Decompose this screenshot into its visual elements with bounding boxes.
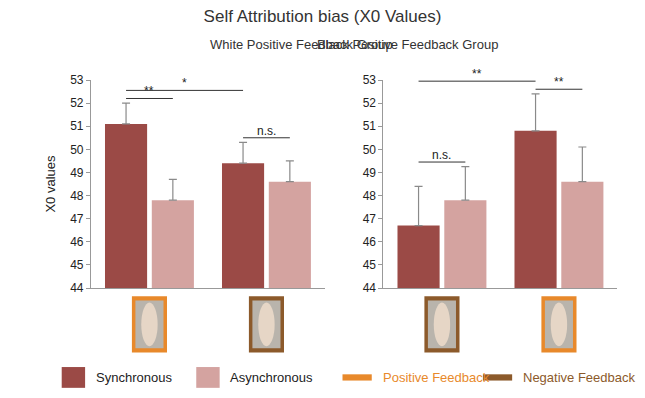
svg-text:45: 45 <box>363 258 377 272</box>
svg-text:48: 48 <box>363 189 377 203</box>
svg-text:Asynchronous: Asynchronous <box>230 370 313 385</box>
svg-text:**: ** <box>144 84 154 98</box>
svg-text:Negative Feedback: Negative Feedback <box>523 370 636 385</box>
svg-text:44: 44 <box>70 281 84 295</box>
svg-text:49: 49 <box>70 166 84 180</box>
svg-text:Positive Feedback: Positive Feedback <box>383 370 490 385</box>
svg-text:47: 47 <box>363 212 377 226</box>
svg-text:46: 46 <box>70 235 84 249</box>
svg-text:*: * <box>182 76 187 90</box>
svg-text:**: ** <box>472 67 482 81</box>
svg-text:51: 51 <box>363 119 377 133</box>
svg-text:Black Positive Feedback Group: Black Positive Feedback Group <box>317 37 498 52</box>
svg-text:52: 52 <box>363 96 377 110</box>
svg-text:53: 53 <box>363 73 377 87</box>
svg-text:50: 50 <box>363 143 377 157</box>
svg-text:52: 52 <box>70 96 84 110</box>
svg-text:46: 46 <box>363 235 377 249</box>
svg-text:51: 51 <box>70 119 84 133</box>
svg-text:White Positive Feedback Group: White Positive Feedback Group <box>210 37 393 52</box>
svg-text:X0 values: X0 values <box>43 155 58 213</box>
svg-text:45: 45 <box>70 258 84 272</box>
svg-text:49: 49 <box>363 166 377 180</box>
svg-text:44: 44 <box>363 281 377 295</box>
svg-text:Synchronous: Synchronous <box>96 370 172 385</box>
svg-text:53: 53 <box>70 73 84 87</box>
svg-text:47: 47 <box>70 212 84 226</box>
svg-text:48: 48 <box>70 189 84 203</box>
svg-text:**: ** <box>554 75 564 89</box>
svg-text:Self Attribution bias (X0 Valu: Self Attribution bias (X0 Values) <box>204 7 442 26</box>
svg-text:50: 50 <box>70 143 84 157</box>
svg-text:n.s.: n.s. <box>257 124 276 138</box>
svg-text:n.s.: n.s. <box>432 148 451 162</box>
